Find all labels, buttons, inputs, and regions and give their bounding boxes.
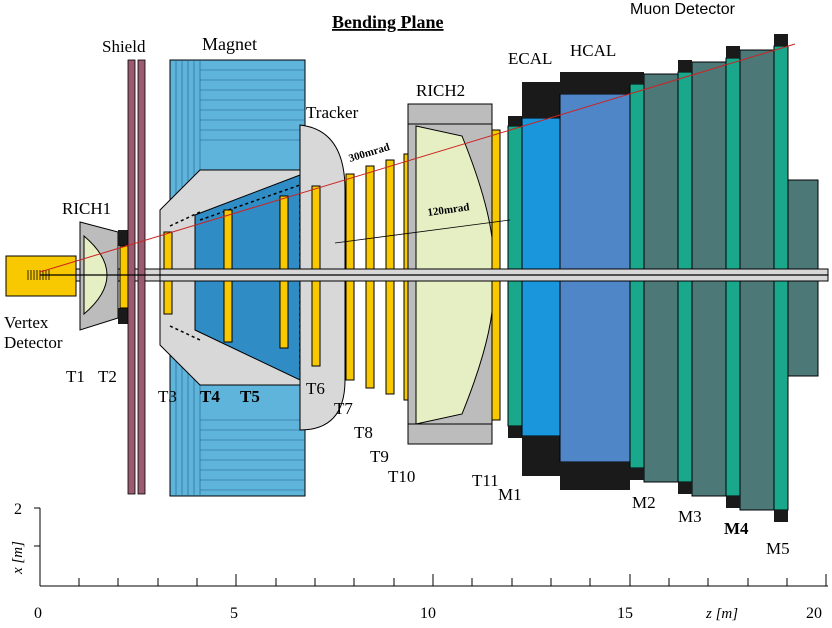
label-t8: T8 bbox=[354, 423, 373, 442]
label-tracker: Tracker bbox=[306, 103, 359, 122]
label-t6: T6 bbox=[306, 379, 325, 398]
label-m5: M5 bbox=[766, 539, 790, 558]
label-vertex-2: Detector bbox=[4, 333, 63, 352]
z-tick-15: 15 bbox=[617, 605, 633, 622]
hcal-top-shield bbox=[560, 72, 630, 94]
x-tick-2: 2 bbox=[14, 501, 22, 518]
z-tick-20: 20 bbox=[806, 605, 822, 622]
label-shield: Shield bbox=[102, 37, 146, 56]
label-t5: T5 bbox=[240, 387, 260, 406]
label-t2: T2 bbox=[98, 367, 117, 386]
acceptance-120mrad-line bbox=[334, 219, 511, 244]
muon-caps bbox=[630, 34, 788, 522]
ecal-top-shield bbox=[522, 82, 560, 118]
label-t4: T4 bbox=[200, 387, 220, 406]
diagram-title: Bending Plane bbox=[332, 12, 444, 32]
label-t7: T7 bbox=[334, 399, 353, 418]
label-rich2: RICH2 bbox=[416, 81, 465, 100]
label-magnet: Magnet bbox=[202, 34, 257, 54]
vertex-detector bbox=[5, 255, 77, 297]
acceptance-300mrad-line bbox=[39, 43, 796, 273]
x-axis-label: x [m] bbox=[10, 541, 26, 575]
label-muon: Muon Detector bbox=[630, 1, 736, 18]
z-tick-0: 0 bbox=[34, 605, 42, 622]
label-m4: M4 bbox=[724, 519, 749, 538]
label-rich1: RICH1 bbox=[62, 199, 111, 218]
z-tick-5: 5 bbox=[230, 605, 238, 622]
label-m3: M3 bbox=[678, 507, 702, 526]
label-t9: T9 bbox=[370, 447, 389, 466]
label-m1: M1 bbox=[498, 485, 522, 504]
m1-bottom-cap bbox=[508, 426, 522, 438]
m1-top-cap bbox=[508, 116, 522, 126]
label-t10: T10 bbox=[388, 467, 415, 486]
label-300mrad: 300mrad bbox=[347, 141, 391, 165]
label-t3: T3 bbox=[158, 387, 177, 406]
z-tick-10: 10 bbox=[420, 605, 436, 622]
label-t11: T11 bbox=[472, 471, 499, 490]
label-t1: T1 bbox=[66, 367, 85, 386]
label-m2: M2 bbox=[632, 493, 656, 512]
hcal-bottom-shield bbox=[560, 462, 630, 490]
label-ecal: ECAL bbox=[508, 49, 552, 68]
label-vertex-1: Vertex bbox=[4, 313, 49, 332]
label-hcal: HCAL bbox=[570, 41, 616, 60]
shield-plate-1 bbox=[127, 59, 136, 495]
station-t1-bar bbox=[119, 245, 129, 309]
shield-plate-2 bbox=[137, 59, 146, 495]
ecal-bottom-shield bbox=[522, 436, 560, 476]
label-120mrad: 120mrad bbox=[427, 201, 470, 219]
axes bbox=[34, 507, 828, 587]
z-axis-label: z [m] bbox=[705, 606, 738, 622]
